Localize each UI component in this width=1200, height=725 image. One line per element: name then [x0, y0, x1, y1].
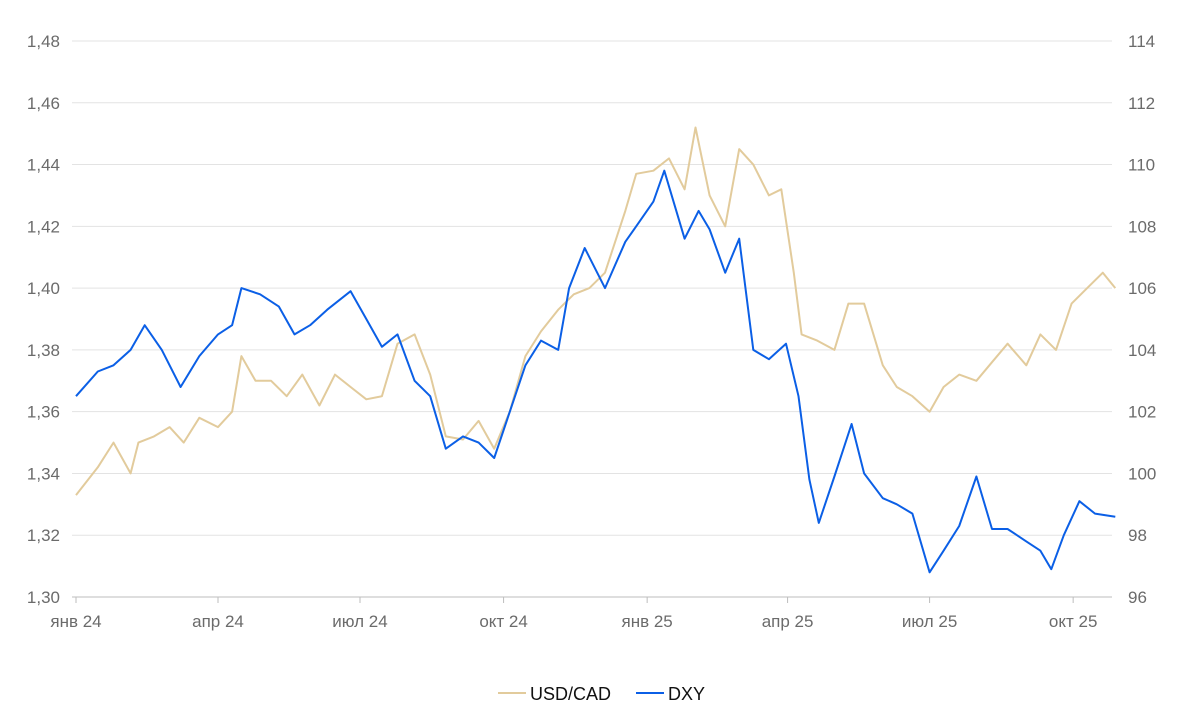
legend-label-dxy: DXY — [668, 684, 705, 704]
left-tick-label: 1,30 — [27, 588, 60, 607]
left-axis-ticks: 1,30 1,32 1,34 1,36 1,38 1,40 1,42 1,44 1,46 1,48 — [27, 32, 60, 607]
left-tick-label: 1,42 — [27, 217, 60, 236]
left-tick-label: 1,40 — [27, 279, 60, 298]
right-tick-label: 112 — [1128, 94, 1155, 113]
x-tick-label: июл 24 — [332, 612, 387, 631]
legend: USD/CAD DXY — [498, 684, 705, 704]
right-tick-label: 98 — [1128, 526, 1147, 545]
left-tick-label: 1,38 — [27, 341, 60, 360]
right-tick-label: 114 — [1128, 32, 1155, 51]
right-tick-label: 104 — [1128, 341, 1156, 360]
right-tick-label: 102 — [1128, 403, 1156, 422]
x-tick-label: янв 25 — [622, 612, 673, 631]
right-tick-label: 108 — [1128, 217, 1156, 236]
right-tick-label: 96 — [1128, 588, 1147, 607]
x-tick-label: апр 24 — [192, 612, 244, 631]
series-line-dxy — [75, 169, 1116, 574]
x-tick-label: окт 24 — [479, 612, 528, 631]
x-tick-label: апр 25 — [762, 612, 814, 631]
x-tick-label: окт 25 — [1049, 612, 1098, 631]
legend-label-usdcad: USD/CAD — [530, 684, 611, 704]
left-tick-label: 1,48 — [27, 32, 60, 51]
x-tick-label: июл 25 — [902, 612, 957, 631]
left-tick-label: 1,32 — [27, 526, 60, 545]
x-axis-ticks: янв 24 апр 24 июл 24 окт 24 янв 25 апр 25 июл … — [50, 597, 1097, 631]
grid-lines — [72, 40, 1112, 598]
right-tick-label: 106 — [1128, 279, 1156, 298]
left-tick-label: 1,34 — [27, 464, 60, 483]
right-tick-label: 110 — [1128, 156, 1155, 175]
left-tick-label: 1,44 — [27, 156, 60, 175]
right-axis-ticks: 96 98 100 102 104 106 108 110 112 114 — [1128, 32, 1156, 607]
series-line-usdcad — [75, 126, 1117, 496]
right-tick-label: 100 — [1128, 464, 1156, 483]
x-tick-label: янв 24 — [50, 612, 101, 631]
left-tick-label: 1,36 — [27, 403, 60, 422]
series-lines — [75, 126, 1117, 574]
left-tick-label: 1,46 — [27, 94, 60, 113]
